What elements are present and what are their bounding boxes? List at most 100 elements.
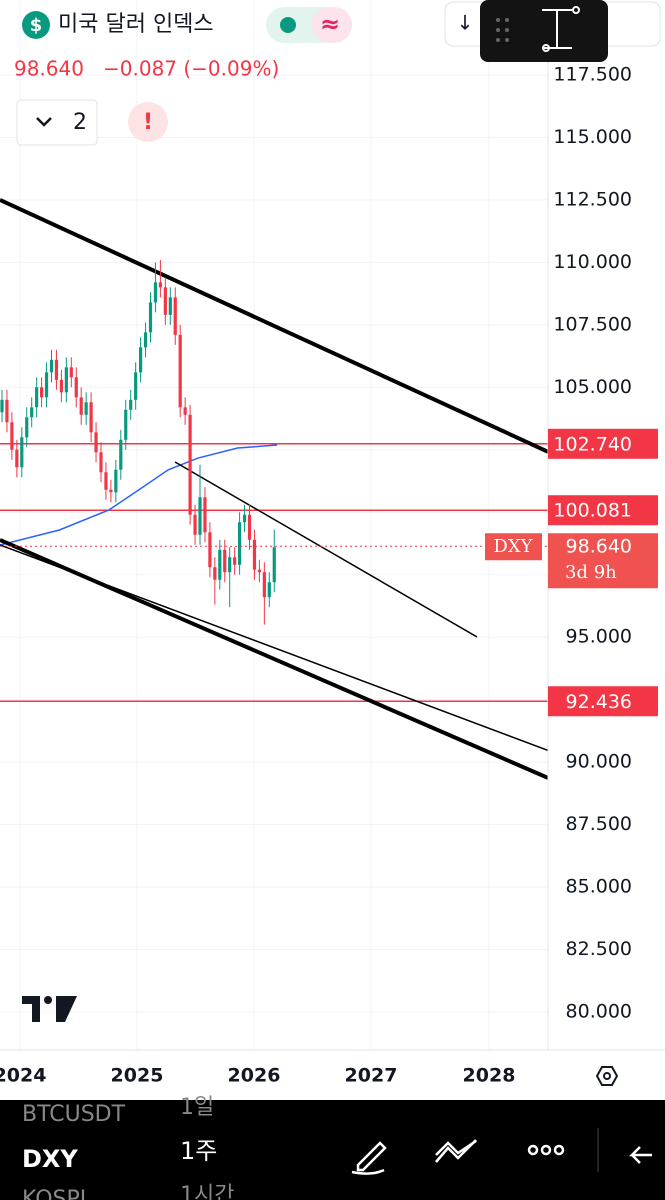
candle-body [228, 557, 232, 573]
trend-line [0, 198, 548, 454]
price-labels: 102.740 100.081 92.436 DXY 98.640 3d 9h [485, 428, 658, 717]
y-tick-label: 85.000 [566, 876, 632, 898]
candle-body [25, 417, 29, 438]
alert-icon: ! [143, 110, 153, 135]
x-tick-label: 2024 [0, 1065, 46, 1087]
candle-body [10, 422, 14, 450]
candle-body [148, 302, 153, 333]
back-button[interactable] [628, 1146, 652, 1164]
candle-body [213, 567, 217, 580]
candle-body [44, 372, 49, 398]
x-tick-label: 2026 [228, 1065, 281, 1087]
level-label: 102.740 [553, 433, 632, 455]
download-icon[interactable]: ↓ [457, 11, 474, 35]
candle-body [272, 547, 276, 583]
y-tick-label: 107.500 [553, 313, 632, 335]
symbol-option[interactable]: KOSPI [22, 1187, 86, 1200]
tradingview-logo [22, 996, 77, 1022]
candle-body [74, 377, 78, 398]
candle-body [183, 407, 187, 415]
wave-icon: ≈ [320, 10, 340, 38]
candle-body [64, 367, 68, 393]
candle-body [262, 572, 266, 598]
plot-area [0, 198, 548, 780]
alert-badge[interactable] [128, 102, 168, 142]
symbol-title[interactable]: 미국 달러 인덱스 [58, 12, 214, 37]
candle-body [35, 387, 39, 408]
settings-button[interactable] [595, 1066, 619, 1086]
candle-body [119, 439, 123, 470]
symbol-option[interactable]: BTCUSDT [22, 1102, 126, 1127]
candle-body [79, 397, 83, 415]
candle-body [15, 449, 19, 468]
y-tick-label: 82.500 [566, 938, 632, 960]
candle-body [233, 557, 237, 565]
indicators-button[interactable] [435, 1139, 477, 1163]
candle-body [40, 387, 44, 398]
candle-body [129, 399, 133, 410]
interval-option[interactable]: 1시간 [180, 1183, 234, 1200]
candle-body [84, 402, 88, 415]
y-tick-label: 117.500 [553, 63, 632, 85]
candle-body [104, 472, 108, 490]
candle-body [208, 532, 212, 568]
symbol-tag-bg [485, 533, 542, 561]
candle-body [59, 379, 63, 393]
candle-body [143, 332, 148, 348]
y-tick-label: 110.000 [553, 251, 632, 273]
y-tick-label: 80.000 [566, 1001, 632, 1023]
candle-body [203, 497, 207, 533]
candle-body [69, 367, 73, 378]
moving-average [0, 444, 278, 546]
x-tick-label: 2028 [463, 1065, 516, 1087]
interval-option[interactable]: 1일 [180, 1095, 214, 1120]
candle-body [223, 549, 227, 573]
candle-body [20, 437, 24, 468]
candle-body [168, 297, 172, 315]
candle-body [238, 522, 242, 565]
watch-select[interactable] [16, 99, 98, 146]
candle-body [242, 514, 247, 523]
candle-body [153, 282, 158, 303]
symbol-option[interactable]: DXY [22, 1145, 78, 1173]
candle-body [99, 452, 103, 473]
wave-pill[interactable] [312, 7, 352, 43]
last-price-bg [548, 533, 658, 589]
drawing-toolbar [480, 0, 608, 62]
candle-body [134, 372, 138, 400]
settings-dot [603, 1072, 611, 1080]
measure-tool[interactable] [542, 6, 580, 52]
last-price-label: 98.640 [566, 536, 632, 558]
candle-body [114, 469, 118, 493]
y-tick-label: 87.500 [566, 813, 632, 835]
bar-countdown: 3d 9h [565, 562, 617, 583]
candle-body [30, 407, 34, 418]
trend-line [174, 461, 478, 638]
candle-body [188, 414, 192, 515]
candle-body [0, 399, 4, 413]
y-tick-label: 105.000 [553, 376, 632, 398]
price-change: −0.087 (−0.09%) [103, 57, 279, 81]
draw-button[interactable] [351, 1141, 387, 1175]
time-axis: 2024 2025 2026 2027 2028 [0, 1065, 515, 1087]
candle-body [173, 297, 177, 335]
y-tick-label: 90.000 [566, 751, 632, 773]
trend-line [0, 544, 548, 752]
candle-body [89, 402, 93, 433]
drag-handle[interactable] [496, 18, 509, 42]
watch-count: 2 [73, 110, 87, 135]
candle-body [5, 399, 9, 423]
interval-option[interactable]: 1주 [180, 1137, 217, 1165]
more-button[interactable] [527, 1144, 565, 1156]
candle-body [257, 569, 261, 573]
candle-body [49, 359, 54, 373]
y-tick-label: 115.000 [553, 126, 632, 148]
last-price: 98.640 [14, 57, 84, 81]
candle-body [252, 539, 257, 570]
level-label: 92.436 [566, 691, 632, 713]
candle-body [94, 432, 98, 453]
candle-body [139, 347, 143, 373]
level-label: 100.081 [553, 500, 632, 522]
candle-body [178, 334, 182, 408]
symbol-icon: $ [30, 15, 43, 36]
